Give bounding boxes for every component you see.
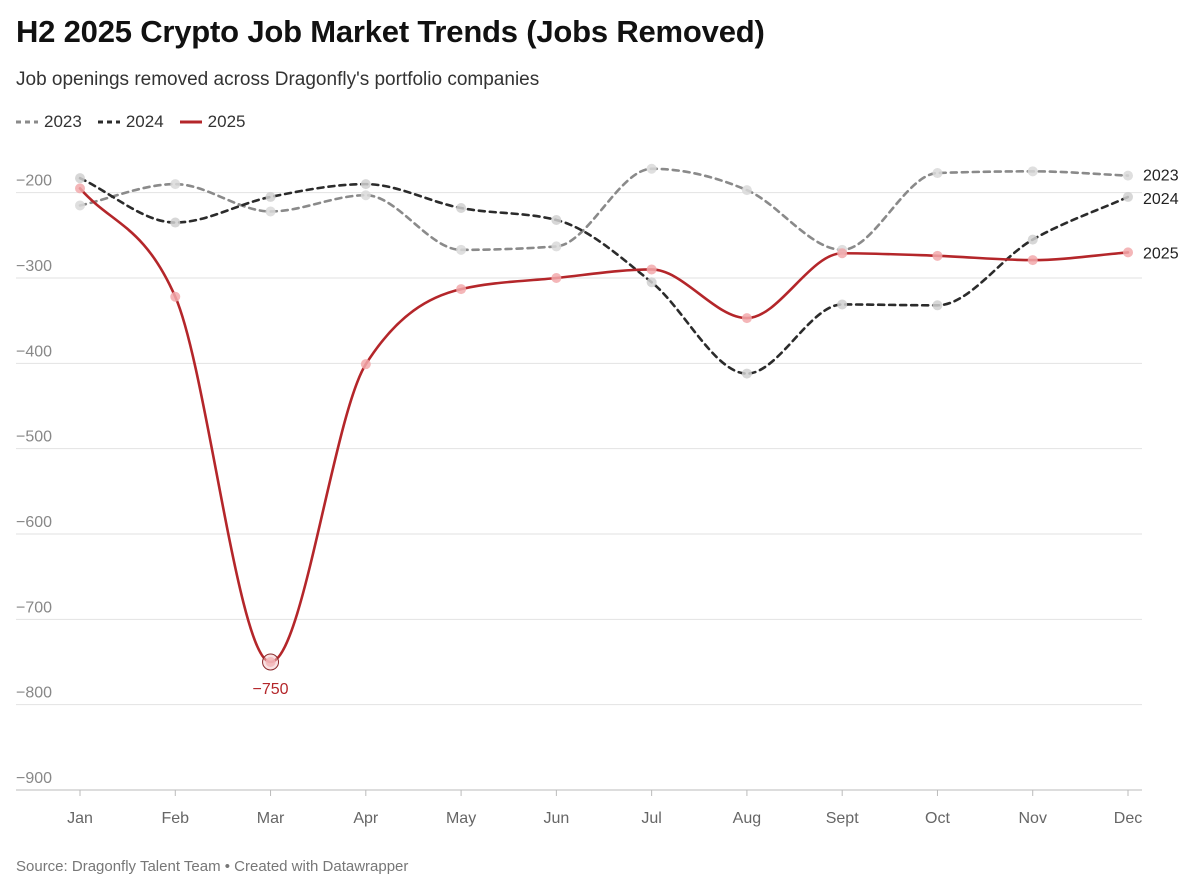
data-point-2023-apr [360, 190, 371, 201]
data-point-2023-oct [932, 168, 943, 179]
y-tick-label: −800 [16, 685, 52, 702]
series-line-2024 [78, 176, 1130, 375]
data-point-2023-feb [170, 179, 181, 190]
data-point-2023-mar [265, 206, 276, 217]
data-point-2025-jul [646, 264, 657, 275]
x-tick-label: Dec [1114, 810, 1142, 827]
end-label-2023: 2023 [1143, 168, 1179, 185]
y-tick-label: −200 [16, 173, 52, 190]
series-line-2023 [78, 167, 1130, 252]
x-tick-label: Sept [826, 810, 859, 827]
legend-item-2023: 2023 [16, 112, 82, 132]
x-tick-label: Jan [67, 810, 93, 827]
data-point-2023-may [456, 244, 467, 255]
data-point-2024-mar [265, 191, 276, 202]
data-point-2025-dec [1123, 247, 1133, 258]
data-point-2024-sept [837, 299, 848, 310]
legend-swatch-2023 [16, 120, 38, 124]
y-tick-label: −400 [16, 343, 52, 360]
series-lines [78, 167, 1130, 664]
data-point-2025-oct [932, 250, 943, 261]
legend-swatch-2024 [97, 120, 120, 124]
y-tick-label: −300 [16, 258, 52, 275]
x-tick-label: Oct [925, 810, 950, 827]
x-tick-label: Nov [1019, 810, 1047, 827]
y-tick-label: −900 [16, 770, 52, 787]
x-tick-label: Aug [733, 810, 761, 827]
data-point-2025-jun [551, 273, 562, 283]
x-tick-label: Jun [543, 810, 569, 827]
labels: 2023 2024 2025 −750 [253, 168, 1179, 698]
x-tick-label: Jul [641, 810, 661, 827]
data-point-2024-feb [170, 217, 181, 228]
legend-label-2023: 2023 [44, 112, 82, 131]
legend: 2023 2024 2025 [16, 112, 261, 132]
x-tick-label: Feb [161, 810, 189, 827]
data-point-2025-sept [837, 248, 848, 259]
chart-title: H2 2025 Crypto Job Market Trends (Jobs R… [16, 14, 765, 49]
grid [16, 192, 1142, 706]
data-point-2023-dec [1123, 170, 1133, 181]
data-point-2023-jan [75, 200, 85, 211]
legend-item-2024: 2024 [97, 112, 164, 132]
legend-item-2025: 2025 [179, 112, 246, 132]
series-line-2025 [78, 187, 1130, 664]
data-point-2025-feb [170, 291, 181, 302]
end-label-2025: 2025 [1143, 245, 1179, 262]
data-point-2024-jun [551, 214, 562, 225]
data-point-2024-oct [932, 300, 943, 311]
data-point-2023-nov [1027, 166, 1038, 177]
data-point-2025-apr [360, 359, 371, 370]
legend-label-2025: 2025 [207, 112, 246, 131]
annotation-marker [262, 653, 280, 671]
source-note: Source: Dragonfly Talent Team • Created … [16, 858, 409, 875]
y-tick-label: −700 [16, 599, 52, 616]
data-point-2024-may [456, 203, 467, 214]
data-point-2024-aug [741, 368, 752, 379]
data-point-2023-aug [741, 185, 752, 196]
axes: −200 −300 −400 −500 −600 −700 −800 −900 Jan Feb Ma… [16, 173, 1142, 827]
data-point-2023-jun [551, 241, 562, 252]
y-tick-label: −600 [16, 514, 52, 531]
chart-subtitle: Job openings removed across Dragonfly's … [16, 69, 540, 90]
x-tick-label: Mar [257, 810, 285, 827]
data-point-2024-jan [75, 173, 85, 184]
data-point-2025-may [456, 284, 467, 295]
legend-label-2024: 2024 [125, 112, 164, 131]
data-point-2025-nov [1027, 255, 1038, 266]
x-tick-label: Apr [353, 810, 379, 827]
data-points [75, 163, 1133, 667]
y-tick-label: −500 [16, 429, 52, 446]
data-point-2024-jul [646, 277, 657, 288]
data-point-2025-jan [75, 183, 85, 194]
legend-swatch-2025 [179, 120, 202, 124]
data-point-2024-apr [360, 179, 371, 190]
data-point-2024-nov [1027, 234, 1038, 245]
data-point-2025-aug [741, 313, 752, 324]
data-point-2024-dec [1123, 191, 1133, 202]
data-point-2023-jul [646, 163, 657, 174]
end-label-2024: 2024 [1143, 191, 1179, 208]
x-tick-label: May [446, 810, 476, 827]
annotation-label: −750 [253, 681, 289, 698]
